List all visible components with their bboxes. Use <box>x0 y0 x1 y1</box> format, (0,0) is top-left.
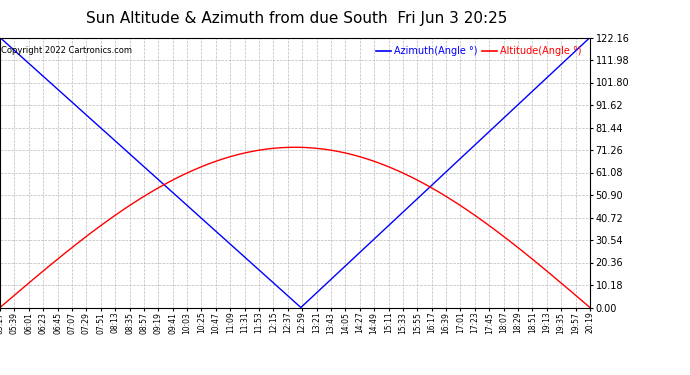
Text: Copyright 2022 Cartronics.com: Copyright 2022 Cartronics.com <box>1 46 132 55</box>
Text: Sun Altitude & Azimuth from due South  Fri Jun 3 20:25: Sun Altitude & Azimuth from due South Fr… <box>86 11 507 26</box>
Legend: Azimuth(Angle °), Altitude(Angle °): Azimuth(Angle °), Altitude(Angle °) <box>373 42 585 60</box>
